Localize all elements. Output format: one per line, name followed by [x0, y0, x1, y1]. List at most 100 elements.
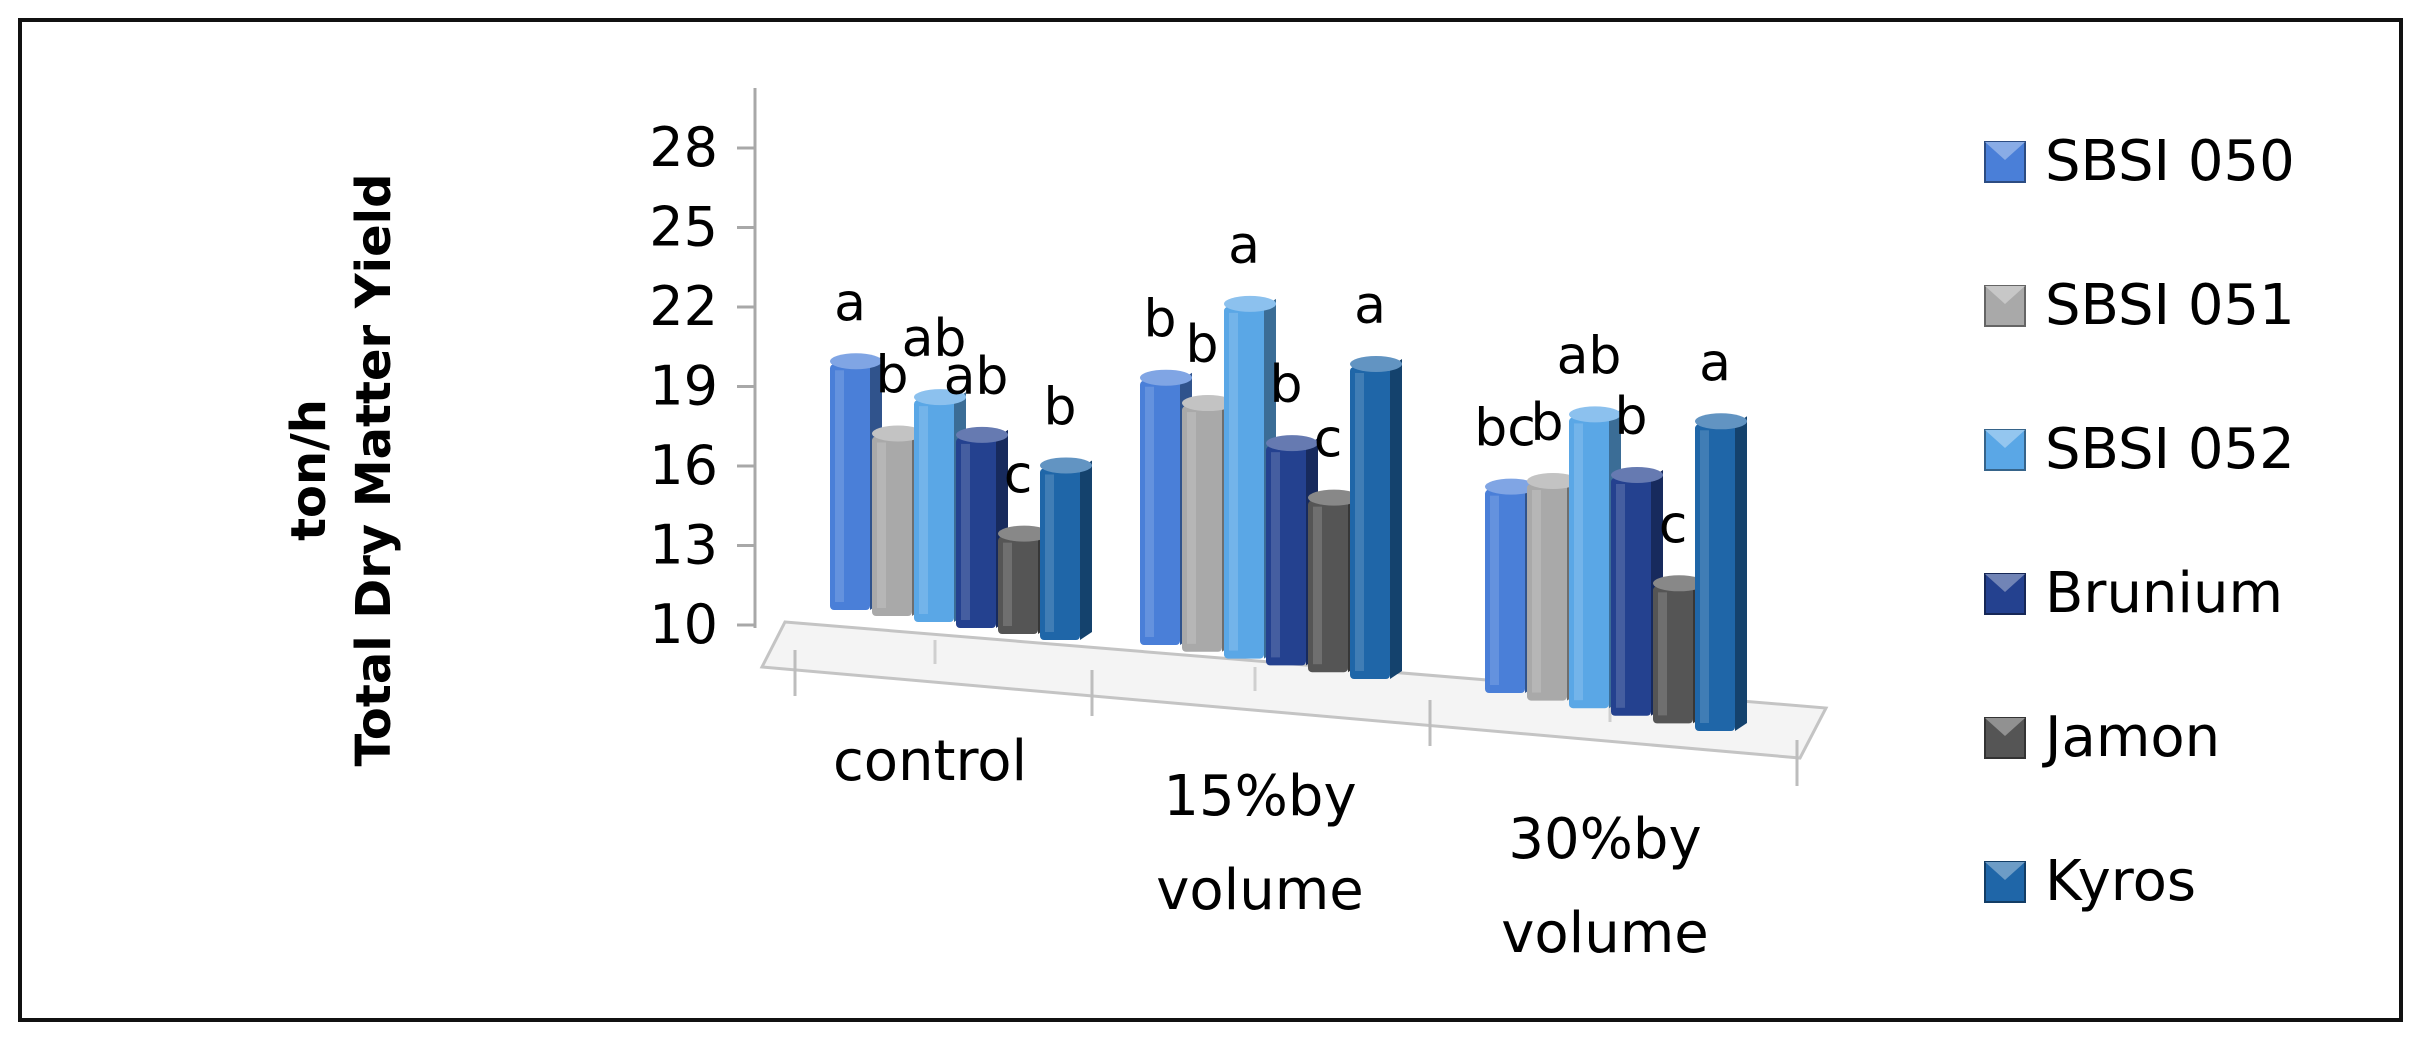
x-category-label: 30%by	[1508, 807, 1701, 872]
significance-letter: bc	[1474, 399, 1536, 459]
bar	[1040, 457, 1092, 640]
bar-top	[1350, 356, 1402, 372]
legend-swatch-shine	[1985, 430, 2025, 448]
significance-letter: a	[1699, 333, 1731, 393]
legend-swatch-shine	[1985, 286, 2025, 304]
significance-letter: b	[1185, 315, 1218, 375]
bar-top	[1140, 369, 1192, 386]
legend-swatch	[1984, 573, 2026, 615]
legend-item: SBSI 052	[1984, 417, 2295, 482]
bar-highlight	[1658, 592, 1667, 716]
y-tick-label: 28	[649, 116, 718, 179]
bar-highlight	[1145, 386, 1154, 637]
bar-top	[998, 525, 1050, 542]
x-category-label: control	[833, 729, 1027, 794]
legend: SBSI 050 SBSI 051 SBSI 052 Brunium Jamon Kyro…	[1984, 129, 2295, 914]
bar	[1695, 413, 1747, 731]
bar	[1350, 356, 1402, 679]
y-axis-label: ton/h Total Dry Matter Yield	[281, 174, 402, 767]
legend-item: SBSI 051	[1984, 273, 2295, 338]
y-tick-label: 10	[649, 593, 718, 656]
bar-top	[1308, 489, 1360, 506]
bar-side	[1080, 460, 1092, 640]
legend-item: Brunium	[1984, 561, 2283, 626]
legend-label: Jamon	[2042, 705, 2220, 770]
significance-letter: b	[1143, 290, 1176, 350]
bar-highlight	[1700, 430, 1709, 723]
bar-top	[1527, 473, 1579, 489]
legend-label: SBSI 052	[2045, 417, 2295, 482]
x-category-label: volume	[1156, 858, 1363, 923]
significance-letter: ab	[1557, 326, 1622, 386]
bars	[830, 295, 1747, 731]
legend-swatch-shine	[1985, 718, 2025, 736]
legend-item: SBSI 050	[1984, 129, 2295, 194]
x-category-label: 15%by	[1163, 764, 1356, 829]
y-tick-label: 19	[649, 355, 718, 418]
legend-item: Kyros	[1984, 849, 2196, 914]
bar-highlight	[1187, 412, 1196, 644]
bar-top	[914, 389, 966, 406]
significance-letter: b	[1043, 377, 1076, 437]
bar-top	[1695, 413, 1747, 430]
significance-letter: c	[1314, 410, 1343, 470]
legend-label: SBSI 051	[2045, 273, 2295, 338]
y-tick-label: 25	[649, 196, 718, 259]
legend-item: Jamon	[1984, 705, 2220, 770]
legend-label: SBSI 050	[2045, 129, 2295, 194]
bar-highlight	[1532, 490, 1541, 693]
significance-letter: b	[1269, 355, 1302, 415]
significance-letter: b	[1530, 393, 1563, 453]
y-axis-label-line: Total Dry Matter Yield	[346, 174, 402, 767]
bar-highlight	[961, 443, 970, 620]
bar-highlight	[835, 370, 844, 602]
bar-top	[872, 425, 924, 442]
significance-letter: b	[1614, 387, 1647, 447]
bar-top	[956, 426, 1008, 443]
axes	[753, 88, 1829, 786]
bar-top	[1653, 575, 1705, 592]
legend-swatch-shine	[1985, 574, 2025, 592]
bar-highlight	[1355, 373, 1364, 671]
y-tick-label: 22	[649, 275, 718, 338]
x-category-label: volume	[1501, 901, 1708, 966]
y-tick-labels: 10 13 16 19 22 25 28	[649, 116, 755, 656]
bar-highlight	[1271, 452, 1280, 658]
x-category-labels: control 15%by volume 30%by volume	[833, 729, 1709, 966]
bar-top	[1569, 406, 1621, 423]
bar-top	[1040, 457, 1092, 474]
bar-highlight	[1490, 495, 1499, 685]
bar-top	[1182, 395, 1234, 412]
bar-top	[1266, 435, 1318, 452]
legend-swatch-shine	[1985, 142, 2025, 160]
significance-letter: a	[1228, 216, 1260, 276]
significance-letter: b	[875, 346, 908, 406]
bar-top	[1611, 467, 1663, 483]
significance-letter: c	[1004, 446, 1033, 506]
y-axis-label-line: ton/h	[281, 399, 337, 541]
bar-highlight	[919, 406, 928, 614]
bar-top	[1224, 295, 1276, 312]
bar-highlight	[1313, 506, 1322, 665]
significance-letter: a	[834, 273, 866, 333]
bar-side	[1735, 416, 1747, 731]
significance-letter: ab	[902, 309, 967, 369]
floor-plane	[759, 620, 1829, 760]
bar-highlight	[1574, 423, 1583, 701]
bar-highlight	[877, 442, 886, 608]
bar-top	[830, 353, 882, 370]
bar-highlight	[1045, 474, 1054, 632]
bar-side	[1390, 359, 1402, 679]
bar-top	[1485, 478, 1537, 495]
y-tick-label: 16	[649, 434, 718, 497]
legend-label: Brunium	[2045, 561, 2283, 626]
significance-letter: ab	[944, 347, 1009, 407]
significance-letter: c	[1659, 495, 1688, 555]
significance-letter: a	[1354, 276, 1386, 336]
legend-swatch-shine	[1985, 862, 2025, 880]
bar-highlight	[1616, 484, 1625, 708]
y-tick-label: 13	[649, 514, 718, 577]
bar-highlight	[1003, 542, 1012, 626]
